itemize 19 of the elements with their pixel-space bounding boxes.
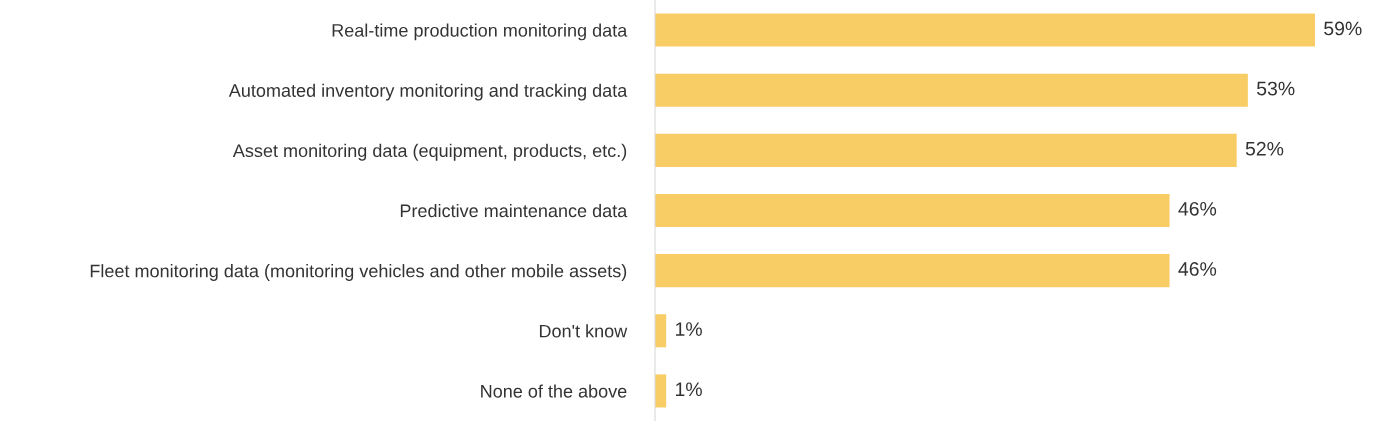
bar bbox=[655, 133, 1237, 167]
data-label: 1% bbox=[676, 322, 702, 336]
y-tick-label: None of the above bbox=[481, 384, 627, 398]
y-tick-label: Fleet monitoring data (monitoring vehicles and other mobile assets) bbox=[90, 264, 627, 281]
data-label: 46% bbox=[1178, 201, 1217, 216]
bar bbox=[655, 13, 1315, 47]
y-tick-label: Predictive maintenance data bbox=[400, 203, 628, 218]
y-tick-label: Real-time production monitoring data bbox=[332, 23, 628, 41]
data-label: 59% bbox=[1324, 21, 1362, 36]
bar bbox=[655, 73, 1248, 107]
y-tick-label: Asset monitoring data (equipment, products, etc.) bbox=[232, 143, 627, 161]
bar bbox=[655, 254, 1170, 288]
y-tick-label: Automated inventory monitoring and tracking data bbox=[228, 83, 628, 101]
data-label: 46% bbox=[1178, 262, 1217, 276]
data-label: 53% bbox=[1256, 81, 1295, 96]
bar bbox=[655, 193, 1170, 228]
data-label: 1% bbox=[676, 382, 702, 397]
y-tick-label: Don't know bbox=[539, 324, 628, 338]
data-label: 52% bbox=[1245, 141, 1284, 156]
